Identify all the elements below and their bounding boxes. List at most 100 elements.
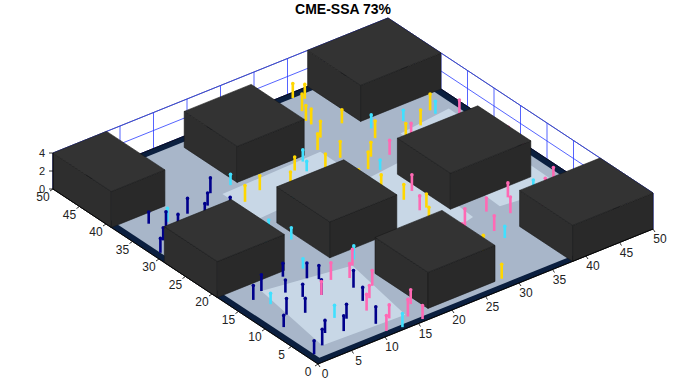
stem-head [303,297,307,301]
stem-line [291,84,294,98]
stem-line [365,294,368,310]
title: CME-SSA 73% [295,1,392,17]
stem-line [285,299,288,315]
stem-head [552,166,556,170]
stem-line [371,271,374,286]
stem-head [427,206,431,210]
tick-label: 0 [39,183,45,195]
stem-head [351,248,355,252]
tick [289,347,292,349]
stem-line [320,282,323,296]
stem-line [293,157,296,171]
stem-line [374,307,377,324]
stem-head [290,226,294,230]
tick-label: 45 [63,208,77,222]
stem-head [301,148,305,152]
stem-line [411,175,414,191]
stem-head [289,170,293,174]
stem-head [301,283,305,287]
tick [183,277,186,279]
stem [260,273,264,291]
stem-line [252,286,255,300]
stem-head [366,150,370,154]
tick [77,207,80,209]
stem-head [320,280,324,284]
obstacle-top [53,131,165,191]
tick-label: 0 [322,367,329,381]
stem-line [324,320,327,333]
tick-label: 4 [39,147,45,159]
stem-head [348,262,352,266]
stem-head [258,174,262,178]
stem-head [147,210,151,214]
stem [418,194,422,210]
stem [338,140,342,158]
stem-line [342,316,345,331]
stem-head [506,181,510,185]
stem [304,104,308,121]
stem-line [301,284,304,297]
stem-line [351,249,354,265]
tick [49,153,53,154]
stem-head [209,176,213,180]
stem [320,327,324,345]
stem-line [345,304,348,318]
stem-head [203,202,207,206]
stem [348,262,352,278]
stem [305,160,309,172]
stem [373,119,377,138]
tick [318,364,320,367]
stem [388,139,392,155]
stem-head [281,261,285,265]
stem-line [464,209,467,226]
stem [509,195,513,213]
stem-line [260,275,263,291]
stem-head [305,160,309,164]
stem [409,288,413,304]
stem-line [385,316,388,331]
stem-line [303,84,306,98]
stem-head [345,303,349,307]
stem [368,284,372,298]
stem-head [267,218,271,222]
stem-line [304,298,307,312]
stem-line [507,183,510,197]
stem [378,158,382,170]
stem-head [378,158,382,162]
stem-head [365,293,369,297]
stem [352,269,356,288]
stem-head [323,319,327,323]
obstacle [164,200,284,298]
tick [103,224,106,226]
stem [401,312,405,327]
tick [236,312,239,314]
stem [329,261,333,280]
stem-line [388,305,391,319]
stem-line [485,198,488,212]
tick [315,364,318,366]
stem [333,304,337,318]
stem-line [206,193,209,206]
stem-head [385,314,389,318]
stem [425,192,429,207]
stem-head [418,194,422,198]
stem-head [206,191,210,195]
stem-line [352,271,355,288]
stem-line [301,94,304,111]
stem [365,293,369,311]
stem-line [244,186,247,202]
tick-label: 10 [248,330,262,344]
stem [291,82,295,98]
stem [419,108,423,125]
stem [485,196,489,211]
stem-head [300,92,304,96]
stem [309,107,313,124]
stem [434,99,438,113]
stem-line [319,121,322,137]
stem-head [317,264,321,268]
stem-head [342,314,346,318]
stem-head [176,213,180,217]
stem-head [428,92,432,96]
stem [320,278,324,295]
stem [500,263,504,279]
